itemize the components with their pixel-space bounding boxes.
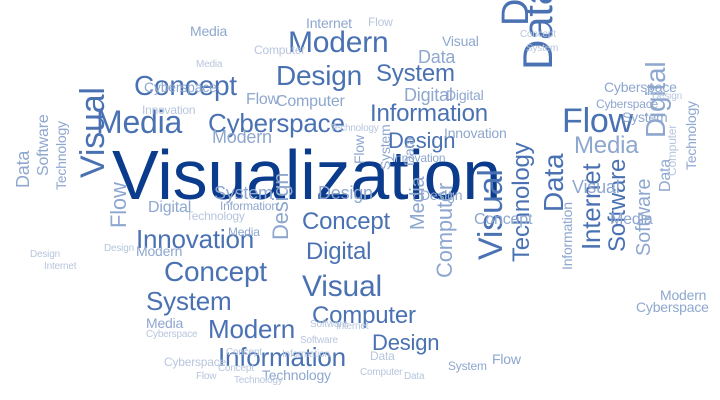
word-visualization-0: Visualization <box>112 136 502 214</box>
word-design-98: Design <box>30 249 60 260</box>
word-software-56: Software <box>633 178 655 256</box>
word-digital-37: Digital <box>404 85 453 105</box>
word-flow-59: Flow <box>492 351 521 367</box>
word-modern-64: Modern <box>136 243 183 259</box>
word-data-75: Data <box>401 137 417 166</box>
word-media-7: Media <box>96 104 183 140</box>
word-media-80: Media <box>228 225 260 239</box>
word-technology-36: Technology <box>53 121 69 190</box>
word-media-43: Media <box>146 315 184 331</box>
word-computer-88: Computer <box>665 124 679 176</box>
word-design-24: Design <box>372 330 440 355</box>
word-system-73: System <box>377 124 393 170</box>
word-information-92: Information <box>282 349 330 360</box>
word-technology-62: Technology <box>234 375 283 386</box>
word-cyberspace-44: Cyberspace <box>144 79 217 95</box>
word-software-90: Software <box>300 335 338 346</box>
word-media-31: Media <box>407 176 429 230</box>
word-technology-86: Technology <box>330 123 379 134</box>
word-modern-1: Modern <box>288 26 389 59</box>
word-visual-48: Visual <box>442 33 479 49</box>
word-media-97: Media <box>196 59 223 70</box>
word-computer-38: Computer <box>276 93 345 110</box>
word-computer-96: Computer <box>254 43 306 57</box>
word-data-63: Data <box>370 349 395 363</box>
word-cyberspace-67: Cyberspace <box>146 329 198 340</box>
word-flow-10: Flow <box>562 102 633 140</box>
word-information-23: Information <box>218 342 346 372</box>
word-innovation-15: Innovation <box>136 224 254 254</box>
word-cyberspace-8: Cyberspace <box>208 108 345 138</box>
word-modern-40: Modern <box>212 127 272 147</box>
word-flow-39: Flow <box>246 91 279 108</box>
word-data-49: Data <box>418 47 456 67</box>
word-flow-47: Flow <box>368 15 393 29</box>
word-system-50: System <box>214 183 273 203</box>
word-system-60: System <box>448 359 487 373</box>
word-concept-78: Concept <box>474 211 533 228</box>
word-innovation-41: Innovation <box>444 125 507 141</box>
word-concept-16: Concept <box>302 208 390 235</box>
word-technology-45: Technology <box>262 367 331 383</box>
word-cyberspace-91: Cyberspace <box>164 355 227 369</box>
word-system-3: System <box>376 60 455 87</box>
word-data-95: Data <box>404 371 425 382</box>
word-visual-76: Visual <box>572 177 620 197</box>
word-cyberspace-84: Cyberspace <box>604 79 677 95</box>
word-digital-81: Digital <box>148 199 192 216</box>
word-concept-61: Concept <box>218 363 254 374</box>
word-technology-100: Technology <box>683 101 699 170</box>
word-concept-89: Concept <box>226 347 262 358</box>
word-flow-74: Flow <box>351 135 367 164</box>
word-concept-6: Concept <box>134 70 237 101</box>
word-modern-58: Modern <box>660 287 707 303</box>
word-flow-94: Flow <box>196 371 217 382</box>
word-cyberspace-42: Cyberspace <box>596 97 659 111</box>
word-design-2: Design <box>276 60 362 91</box>
word-media-12: Media <box>574 132 639 159</box>
word-media-66: Media <box>190 23 228 39</box>
word-design-85: Design <box>652 91 682 102</box>
word-software-35: Software <box>35 114 52 176</box>
word-system-83: System <box>526 43 559 54</box>
word-software-29: Software <box>604 158 631 252</box>
word-technology-26: Technology <box>508 142 535 262</box>
word-computer-93: Computer <box>360 367 403 378</box>
word-system-19: System <box>146 286 232 316</box>
word-information-77: Information <box>559 202 575 270</box>
word-innovation-71: Innovation <box>392 151 446 165</box>
word-information-79: Information <box>220 199 278 213</box>
word-information-9: Information <box>370 100 488 127</box>
word-visual-20: Visual <box>302 270 382 303</box>
word-media-54: Media <box>610 211 653 228</box>
word-software-69: Software <box>310 319 348 330</box>
word-design-11: Design <box>388 128 456 153</box>
word-flow-33: Flow <box>106 182 131 228</box>
word-design-65: Design <box>104 243 134 254</box>
word-internet-99: Internet <box>44 261 77 272</box>
word-technology-68: Technology <box>186 209 245 223</box>
word-design-51: Design <box>318 183 373 203</box>
word-modern-22: Modern <box>208 314 295 344</box>
word-concept-18: Concept <box>164 256 267 287</box>
word-innovation-87: Innovation <box>142 103 196 117</box>
word-design-72: Design <box>420 187 463 203</box>
word-visual-14: Visual <box>74 87 112 178</box>
word-digital-17: Digital <box>306 238 372 265</box>
word-digital-52: Digital <box>446 87 484 103</box>
word-cyberspace-57: Cyberspace <box>636 299 709 315</box>
word-internet-46: Internet <box>306 15 352 31</box>
word-concept-82: Concept <box>520 29 556 40</box>
word-data-34: Data <box>13 150 33 188</box>
word-computer-21: Computer <box>312 302 416 329</box>
word-system-53: System <box>622 109 668 125</box>
word-internet-70: Internet <box>336 321 369 332</box>
